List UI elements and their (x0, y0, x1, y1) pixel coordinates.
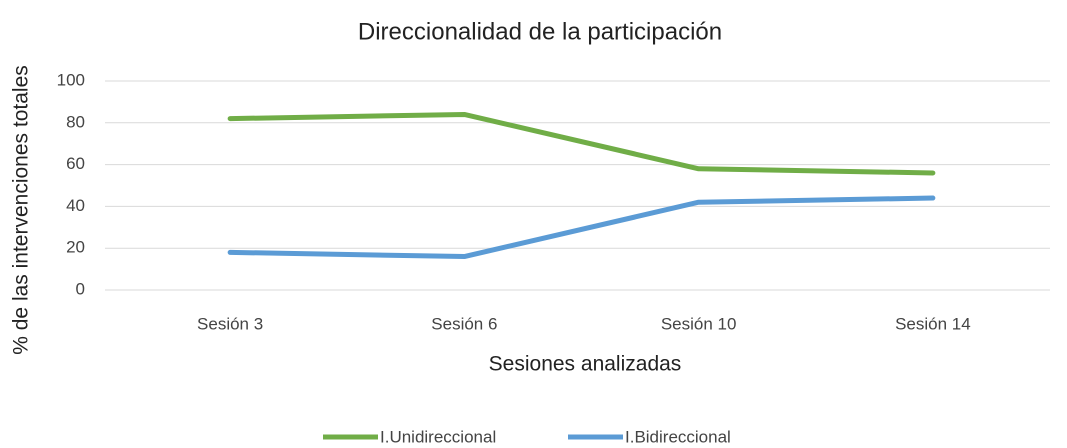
x-axis-title: Sesiones analizadas (489, 353, 682, 376)
y-tick-label: 60 (66, 154, 85, 173)
x-tick-label: Sesión 14 (895, 314, 971, 333)
x-tick-label: Sesión 10 (661, 314, 737, 333)
series-line (227, 195, 936, 260)
chart-title: Direccionalidad de la participación (358, 18, 722, 45)
y-tick-label: 0 (76, 279, 85, 298)
y-tick-label: 20 (66, 238, 85, 257)
series-line (227, 111, 936, 176)
y-tick-label: 40 (66, 196, 85, 215)
y-tick-label: 100 (57, 70, 85, 89)
y-axis-title: % de las intervenciones totales (10, 65, 33, 355)
legend-label: I.Bidireccional (625, 427, 731, 446)
y-tick-label: 80 (66, 112, 85, 131)
legend-label: I.Unidireccional (380, 427, 496, 446)
x-tick-label: Sesión 6 (431, 314, 497, 333)
x-tick-label: Sesión 3 (197, 314, 263, 333)
